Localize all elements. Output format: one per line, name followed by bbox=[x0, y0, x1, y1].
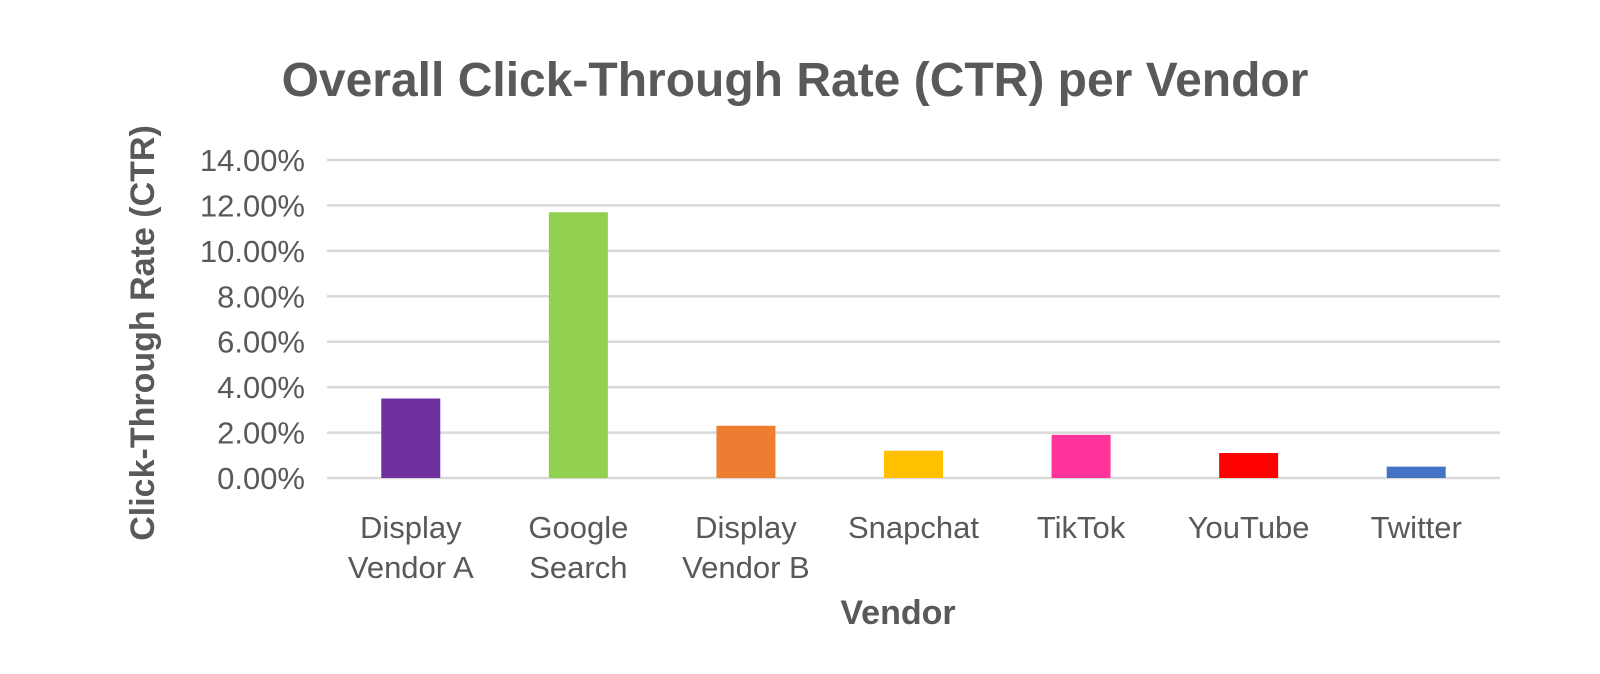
y-axis-tick-labels: 0.00% 2.00% 4.00% 6.00% 8.00% 10.00% 12.00% 14.… bbox=[200, 143, 305, 496]
bar bbox=[1051, 434, 1111, 478]
bar bbox=[884, 450, 943, 478]
bars bbox=[381, 212, 1446, 478]
x-category-label: Snapchat bbox=[848, 510, 979, 545]
y-tick-label: 0.00% bbox=[217, 461, 305, 496]
y-tick-label: 2.00% bbox=[217, 416, 305, 451]
chart-title: Overall Click-Through Rate (CTR) per Ven… bbox=[282, 54, 1309, 107]
bar bbox=[381, 398, 441, 478]
y-tick-label: 12.00% bbox=[200, 188, 305, 223]
y-axis-title: Click-Through Rate (CTR) bbox=[124, 125, 162, 541]
y-tick-label: 10.00% bbox=[200, 234, 305, 269]
bar bbox=[1219, 453, 1279, 478]
x-axis-title: Vendor bbox=[840, 594, 955, 632]
y-tick-label: 6.00% bbox=[217, 325, 305, 360]
x-category-label: TikTok bbox=[1037, 510, 1126, 545]
x-axis-category-labels: Display Vendor A Google Search Display Vendor… bbox=[348, 510, 1462, 585]
bar bbox=[716, 425, 776, 478]
bar bbox=[548, 212, 608, 478]
y-tick-label: 4.00% bbox=[217, 370, 305, 405]
x-category-label: Twitter bbox=[1371, 510, 1462, 545]
x-category-label: Display Vendor B bbox=[682, 510, 810, 585]
x-category-label: YouTube bbox=[1188, 510, 1310, 545]
bar bbox=[1386, 466, 1446, 478]
y-tick-label: 14.00% bbox=[200, 143, 305, 178]
x-category-label: Google Search bbox=[528, 510, 628, 585]
y-tick-label: 8.00% bbox=[217, 279, 305, 314]
x-category-label: Display Vendor A bbox=[348, 510, 474, 585]
gridlines bbox=[327, 158, 1500, 480]
